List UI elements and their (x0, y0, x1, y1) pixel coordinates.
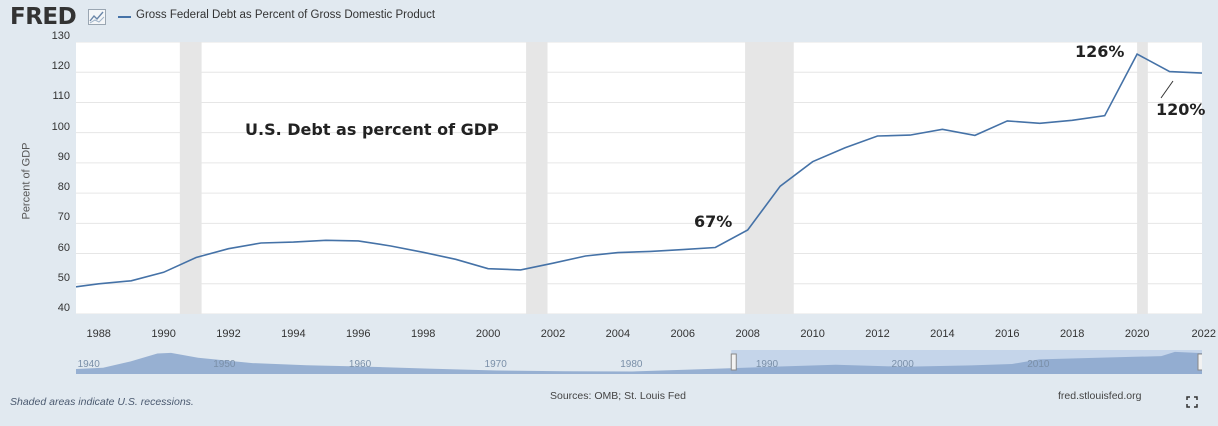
navigator-tick-label: 1970 (485, 359, 508, 370)
x-tick-label: 2004 (605, 328, 631, 340)
y-tick-label: 50 (57, 271, 70, 284)
x-tick-label: 1990 (151, 328, 176, 340)
navigator-tick-label: 1980 (620, 359, 643, 370)
x-tick-label: 2016 (995, 328, 1020, 340)
y-tick-label: 100 (51, 120, 70, 133)
navigator-tick-label: 2000 (892, 359, 915, 370)
series-line[interactable] (75, 53, 1203, 288)
legend-swatch (118, 16, 131, 18)
time-navigator[interactable]: 1940 1950 1960 1970 1980 1990 2000 2010 (76, 350, 1204, 374)
recession-band (179, 42, 202, 314)
y-tick-label: 90 (57, 150, 70, 163)
sources-text: Sources: OMB; St. Louis Fed (550, 390, 686, 402)
x-tick-label: 2020 (1124, 328, 1150, 340)
x-tick-label: 1992 (216, 328, 241, 340)
annotation-67-percent: 67% (694, 212, 733, 231)
navigator-series-area (76, 351, 1202, 374)
x-tick-label: 1998 (410, 328, 436, 340)
navigator-handle-left[interactable] (730, 353, 737, 371)
site-link[interactable]: fred.stlouisfed.org (1058, 390, 1142, 402)
legend-label[interactable]: Gross Federal Debt as Percent of Gross D… (136, 9, 436, 21)
x-tick-label: 1996 (346, 328, 371, 340)
y-tick-label: 80 (57, 181, 70, 194)
fullscreen-icon[interactable] (1186, 396, 1198, 408)
y-tick-label: 110 (52, 90, 70, 103)
y-tick-label: 70 (57, 211, 70, 224)
navigator-tick-label: 1940 (78, 359, 101, 370)
annotation-pointer (1160, 80, 1174, 99)
x-tick-label: 2006 (670, 328, 696, 340)
x-tick-label: 2008 (735, 328, 760, 340)
x-tick-label: 2012 (865, 328, 890, 340)
y-tick-label: 120 (51, 60, 70, 73)
navigator-svg: 1940 1950 1960 1970 1980 1990 2000 2010 (76, 350, 1204, 374)
chart-annotation-title: U.S. Debt as percent of GDP (245, 120, 499, 139)
navigator-tick-label: 1990 (756, 359, 779, 370)
x-tick-label: 1988 (86, 328, 111, 340)
y-tick-label: 130 (51, 30, 70, 42)
recession-band (526, 42, 548, 314)
x-tick-label: 1994 (281, 328, 306, 340)
y-axis-label: Percent of GDP (20, 142, 33, 220)
x-tick-label: 2002 (540, 328, 566, 340)
recession-band (745, 42, 794, 314)
navigator-handle-right[interactable] (1197, 353, 1204, 371)
fred-logo[interactable]: FRED (10, 4, 77, 30)
chart-svg (75, 41, 1203, 315)
y-tick-label: 60 (57, 241, 70, 254)
navigator-tick-label: 1960 (349, 359, 372, 370)
x-tick-label: 2014 (930, 328, 955, 340)
recession-band (1137, 42, 1148, 314)
navigator-tick-label: 1950 (213, 359, 236, 370)
x-tick-label: 2000 (475, 328, 501, 340)
plot-area[interactable] (75, 41, 1203, 315)
annotation-126-percent: 126% (1075, 42, 1125, 61)
chart-line-icon (88, 9, 106, 25)
y-tick-label: 40 (57, 302, 70, 314)
navigator-tick-label: 2010 (1027, 359, 1050, 370)
x-tick-label: 2022 (1191, 328, 1216, 340)
recession-note: Shaded areas indicate U.S. recessions. (10, 396, 194, 408)
x-tick-label: 2010 (800, 328, 825, 340)
annotation-120-percent: 120% (1156, 100, 1206, 119)
x-tick-label: 2018 (1059, 328, 1085, 340)
